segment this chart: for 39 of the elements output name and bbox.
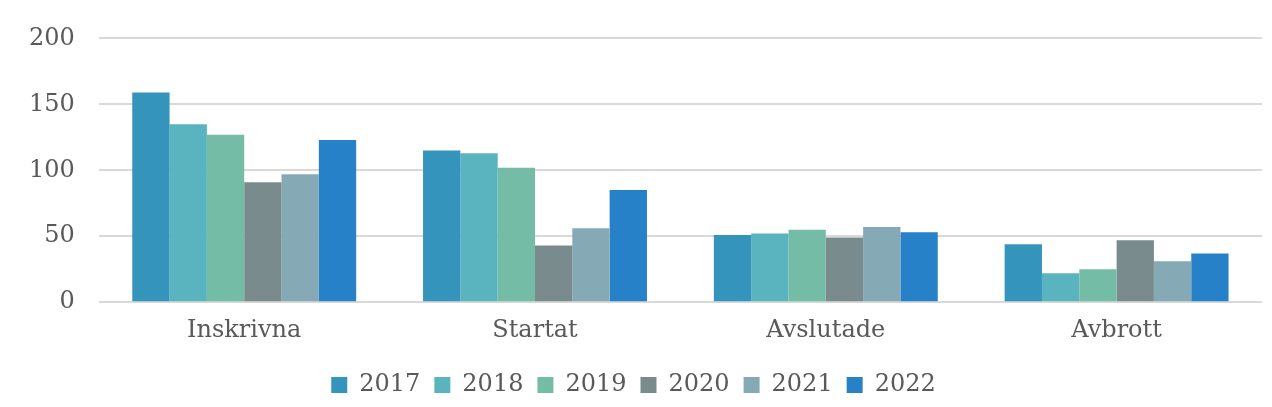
bar: [244, 182, 282, 302]
y-tick-label: 0: [59, 286, 75, 315]
bar: [1116, 240, 1154, 302]
bar: [751, 233, 789, 302]
legend-label: 2022: [874, 369, 936, 398]
x-tick-label: Inskrivna: [187, 314, 302, 343]
x-tick-label: Startat: [492, 314, 579, 343]
bar: [535, 245, 573, 302]
bar: [1079, 269, 1117, 302]
bar: [863, 227, 901, 302]
legend-label: 2017: [359, 369, 421, 398]
y-tick-label: 100: [29, 154, 75, 183]
bar: [423, 150, 461, 302]
bar: [1004, 244, 1042, 302]
x-tick-label: Avbrott: [1070, 314, 1163, 343]
y-tick-label: 150: [29, 88, 75, 117]
bar: [169, 124, 207, 302]
legend-label: 2018: [462, 369, 524, 398]
bar: [713, 234, 752, 302]
bar: [788, 229, 826, 302]
bar: [572, 228, 610, 302]
bar: [1191, 253, 1229, 302]
y-tick-label: 200: [29, 22, 75, 51]
bar: [206, 134, 245, 302]
legend-label: 2021: [771, 369, 833, 398]
bar: [497, 167, 536, 302]
bar: [900, 232, 938, 302]
bar: [460, 153, 498, 302]
legend-label: 2020: [668, 369, 730, 398]
y-tick-label: 50: [44, 220, 75, 249]
bar: [132, 92, 170, 302]
bar: [609, 190, 647, 302]
x-tick-label: Avslutade: [765, 314, 886, 343]
bar: [825, 237, 864, 302]
bar: [1153, 261, 1192, 302]
legend-label: 2019: [565, 369, 627, 398]
bar: [318, 139, 357, 302]
bar: [1041, 273, 1080, 302]
bar: [281, 174, 319, 302]
